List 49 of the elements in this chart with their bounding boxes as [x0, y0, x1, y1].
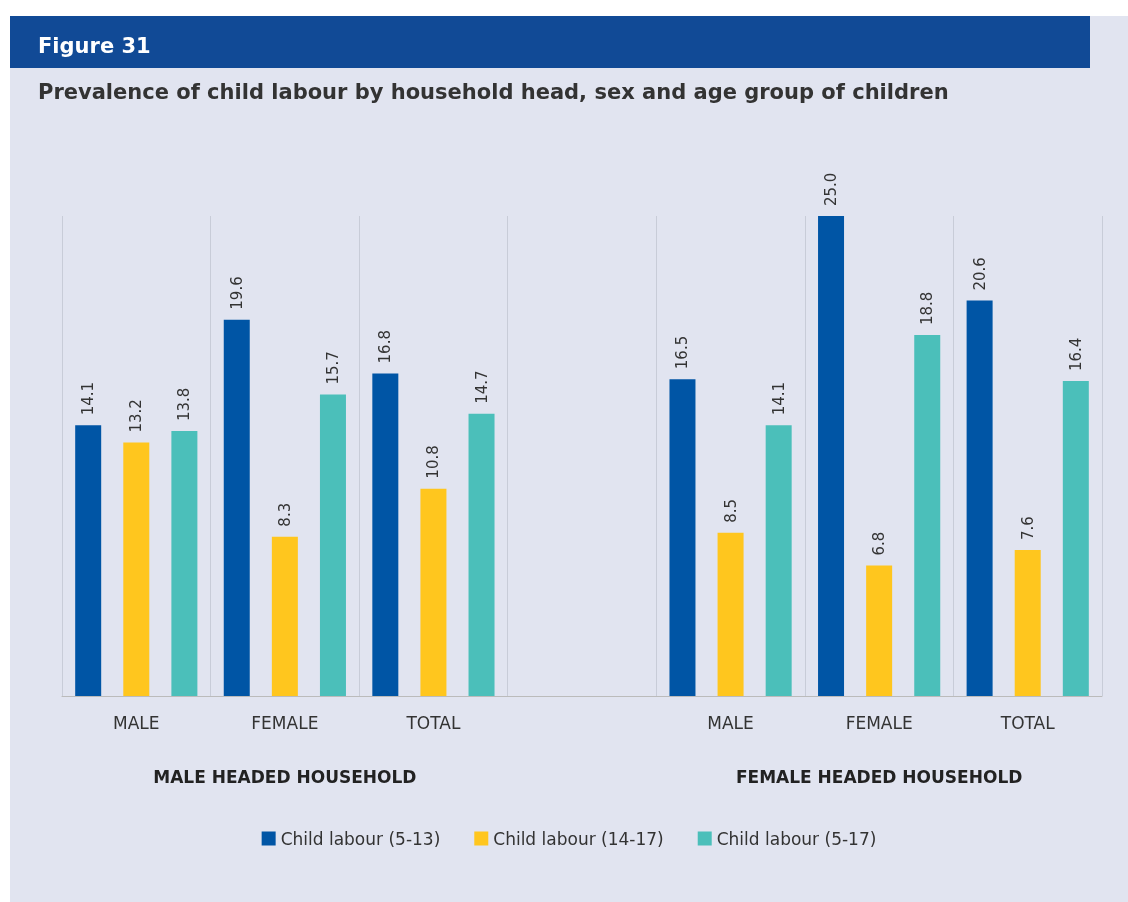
bar — [966, 300, 993, 696]
data-label: 20.6 — [970, 257, 989, 291]
bar — [319, 394, 346, 696]
data-label: 6.8 — [870, 531, 889, 556]
data-label: 8.5 — [721, 498, 740, 523]
x-tick-label: TOTAL — [999, 712, 1056, 733]
bar — [468, 413, 495, 696]
chart-subtitle: Prevalence of child labour by household head, sex and age group of children — [38, 80, 949, 104]
bar — [123, 442, 150, 696]
bar — [914, 335, 941, 696]
bar — [171, 431, 198, 696]
bar — [717, 532, 744, 696]
data-label: 16.8 — [376, 330, 395, 364]
bar — [669, 379, 696, 696]
x-tick-label: TOTAL — [405, 712, 461, 733]
data-label: 13.2 — [127, 399, 146, 433]
bar — [866, 565, 893, 696]
x-tick-label: MALE — [707, 712, 754, 733]
bar — [271, 536, 298, 696]
bar — [223, 319, 250, 696]
text: MALE HEADED HOUSEHOLD — [153, 766, 417, 787]
text: FEMALE HEADED HOUSEHOLD — [735, 766, 1023, 787]
data-label: 14.1 — [769, 381, 788, 416]
bar — [818, 216, 845, 696]
x-tick-label: FEMALE — [251, 712, 319, 733]
data-label: 16.5 — [673, 335, 692, 370]
bar — [1014, 550, 1041, 696]
x-tick-label: FEMALE — [845, 712, 913, 733]
data-label: 14.7 — [472, 370, 491, 404]
data-label: 14.1 — [79, 381, 98, 416]
bar — [765, 425, 792, 696]
chart-title: Figure 31 — [10, 16, 1090, 68]
data-label: 18.8 — [918, 291, 937, 326]
data-label: 19.6 — [227, 276, 246, 310]
data-label: 16.4 — [1066, 337, 1085, 372]
data-label: 25.0 — [822, 172, 841, 206]
data-label: 7.6 — [1018, 516, 1037, 541]
data-label: 8.3 — [275, 502, 294, 527]
data-label: 10.8 — [424, 445, 443, 479]
bar — [372, 373, 399, 696]
bar — [420, 488, 447, 696]
legend-label: Child labour (5-17) — [716, 828, 877, 849]
data-label: 15.7 — [323, 351, 342, 385]
bar — [1062, 381, 1089, 696]
data-label: 13.8 — [175, 387, 194, 422]
bar — [75, 425, 102, 696]
legend-label: Child labour (5-13) — [280, 828, 441, 849]
x-tick-label: MALE — [113, 712, 160, 733]
legend-label: Child labour (14-17) — [493, 828, 664, 849]
